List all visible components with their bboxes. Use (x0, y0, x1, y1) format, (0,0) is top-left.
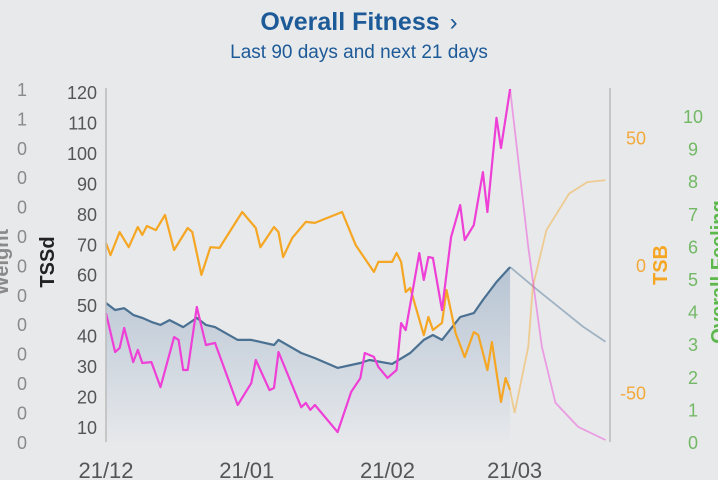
feeling-tick-label: 5 (688, 270, 698, 290)
feeling-tick-label: 9 (688, 140, 698, 160)
x-tick-label: 21/12 (78, 458, 133, 480)
feeling-tick-label: 10 (683, 107, 703, 127)
feeling-tick-label: 4 (688, 303, 698, 323)
weight-tick-label: 0 (17, 374, 27, 394)
tssd-tick-label: 70 (77, 235, 97, 255)
weight-tick-label: 0 (17, 433, 27, 453)
feeling-tick-label: 7 (688, 205, 698, 225)
chart-subtitle: Last 90 days and next 21 days (230, 42, 488, 63)
tsb-tick-label: 50 (626, 129, 646, 149)
tsb-line (104, 210, 512, 403)
tssd-tick-label: 10 (77, 418, 97, 438)
feeling-tick-label: 1 (688, 400, 698, 420)
weight-axis-label: Weight (0, 229, 13, 296)
weight-tick-label: 1 (17, 80, 27, 100)
chevron-right-icon: › (449, 9, 458, 36)
feeling-tick-label: 8 (688, 172, 698, 192)
tssd-tick-label: 20 (77, 388, 97, 408)
tsb-forecast-line (509, 179, 606, 414)
tsb-tick-label: 0 (636, 256, 646, 276)
weight-tick-label: 0 (17, 256, 27, 276)
tssd-tick-label: 40 (77, 327, 97, 347)
x-tick-label: 21/02 (360, 458, 415, 480)
chart-title: Overall Fitness (260, 8, 440, 36)
weight-tick-label: 0 (17, 345, 27, 365)
weight-tick-label: 1 (17, 109, 27, 129)
weight-tick-label: 0 (17, 286, 27, 306)
tssd-atl-forecast-line (509, 88, 606, 441)
weight-tick-label: 0 (17, 139, 27, 159)
tssd-ctl-line (105, 266, 511, 369)
tssd-atl-line (104, 88, 512, 434)
tssd-ctl-area (106, 267, 511, 442)
tssd-tick-label: 60 (77, 266, 97, 286)
tssd-tick-label: 50 (77, 296, 97, 316)
x-tick-label: 21/01 (219, 458, 274, 480)
tssd-ctl-forecast-line (509, 266, 607, 343)
tssd-tick-label: 100 (67, 144, 97, 164)
feeling-tick-label: 0 (688, 433, 698, 453)
tssd-tick-label: 110 (68, 113, 97, 133)
x-tick-label: 21/03 (487, 458, 542, 480)
tsb-axis-label: TSB (650, 245, 672, 285)
feeling-tick-label: 3 (688, 335, 698, 355)
feeling-tick-label: 2 (688, 368, 698, 388)
feeling-axis-label: Overall Feeling (708, 200, 718, 343)
tsb-tick-label: -50 (620, 384, 646, 404)
tssd-tick-label: 120 (67, 83, 97, 103)
tssd-tick-label: 80 (77, 205, 97, 225)
chart-title-link[interactable]: Overall Fitness › (0, 8, 718, 37)
tssd-axis-label: TSSd (37, 236, 59, 287)
weight-tick-label: 0 (17, 403, 27, 423)
weight-tick-label: 0 (17, 168, 27, 188)
tssd-tick-label: 90 (77, 174, 97, 194)
weight-tick-label: 0 (17, 315, 27, 335)
weight-tick-label: 0 (17, 227, 27, 247)
tssd-tick-label: 30 (77, 357, 97, 377)
weight-tick-label: 0 (17, 198, 27, 218)
feeling-tick-label: 6 (688, 237, 698, 257)
